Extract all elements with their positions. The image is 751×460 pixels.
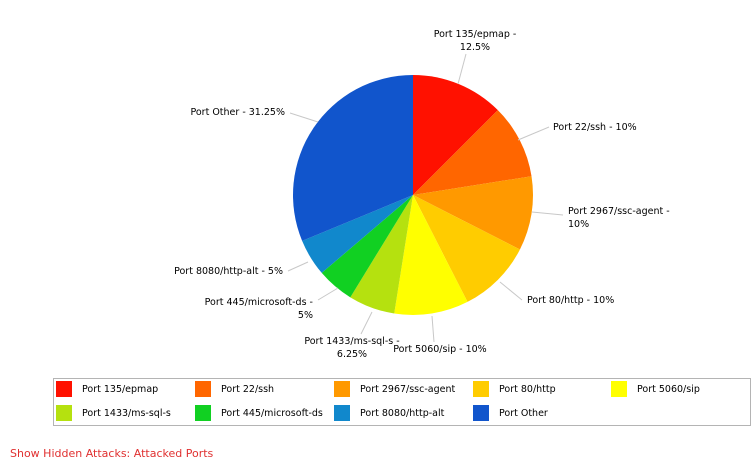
leader-line <box>457 53 467 85</box>
legend-swatch <box>611 381 627 397</box>
legend-label: Port 445/microsoft-ds <box>221 407 323 419</box>
legend-item-1433-ms-sql-s: Port 1433/ms-sql-s <box>56 405 171 421</box>
pie-slice-port-80-http <box>413 195 520 302</box>
pie-slice-port-22-ssh <box>413 110 532 195</box>
legend-item-445-microsoft-ds: Port 445/microsoft-ds <box>195 405 323 421</box>
pie-slices <box>293 75 533 315</box>
legend-label: Port 80/http <box>499 383 556 395</box>
pie-slice-port-445-microsoft-ds <box>321 195 413 298</box>
legend-item-80-http: Port 80/http <box>473 381 556 397</box>
legend-label: Port 1433/ms-sql-s <box>82 407 171 419</box>
pie-slice-port-8080-http-alt <box>302 195 413 273</box>
pie-slice-port-other <box>293 75 413 241</box>
legend-swatch <box>473 381 489 397</box>
legend-swatch <box>195 381 211 397</box>
legend-label: Port 2967/ssc-agent <box>360 383 456 395</box>
slice-label: Port 445/microsoft-ds -5% <box>205 297 313 321</box>
leader-line <box>531 211 564 216</box>
slice-label: Port 5060/sip - 10% <box>393 344 486 355</box>
slice-label: Port Other - 31.25% <box>190 107 285 118</box>
slice-label: Port 2967/ssc-agent -10% <box>568 206 670 230</box>
slice-label: Port 8080/http-alt - 5% <box>174 266 283 277</box>
slice-label: Port 80/http - 10% <box>527 295 614 306</box>
pie-slice-port-1433-ms-sql-s <box>350 195 413 314</box>
pie-slice-port-5060-sip <box>394 195 468 315</box>
legend-swatch <box>334 381 350 397</box>
legend-swatch <box>56 381 72 397</box>
legend-swatch <box>334 405 350 421</box>
legend-item-22-ssh: Port 22/ssh <box>195 381 274 397</box>
legend-label: Port Other <box>499 407 548 419</box>
slice-label: Port 22/ssh - 10% <box>553 122 637 133</box>
chart-legend: Port 135/epmap Port 22/ssh Port 2967/ssc… <box>53 378 751 426</box>
leader-line <box>317 287 339 301</box>
pie-slice-port-2967-ssc-agent <box>413 176 533 250</box>
slice-label: Port 135/epmap -12.5% <box>434 29 517 53</box>
legend-item-other: Port Other <box>473 405 548 421</box>
pie-slice-port-135-epmap <box>413 75 498 195</box>
leader-line <box>289 112 319 123</box>
leader-line <box>287 261 309 272</box>
legend-swatch <box>56 405 72 421</box>
legend-item-2967-ssc-agent: Port 2967/ssc-agent <box>334 381 455 397</box>
legend-label: Port 22/ssh <box>221 383 275 395</box>
legend-item-8080-http-alt: Port 8080/http-alt <box>334 405 444 421</box>
legend-item-135-epmap: Port 135/epmap <box>56 381 158 397</box>
slice-label: Port 1433/ms-sql-s -6.25% <box>304 336 399 360</box>
legend-label: Port 8080/http-alt <box>360 407 445 419</box>
legend-label: Port 5060/sip <box>637 383 700 395</box>
leader-line <box>360 311 373 335</box>
legend-swatch <box>195 405 211 421</box>
pie-chart: Port 135/epmap -12.5% Port 22/ssh - 10% Po… <box>174 29 670 360</box>
leader-line <box>431 315 435 343</box>
leader-line <box>517 126 550 141</box>
leader-line <box>499 281 523 301</box>
legend-item-5060-sip: Port 5060/sip <box>611 381 700 397</box>
pie-labels: Port 135/epmap -12.5% Port 22/ssh - 10% Po… <box>174 29 670 360</box>
legend-swatch <box>473 405 489 421</box>
legend-label: Port 135/epmap <box>82 383 159 395</box>
